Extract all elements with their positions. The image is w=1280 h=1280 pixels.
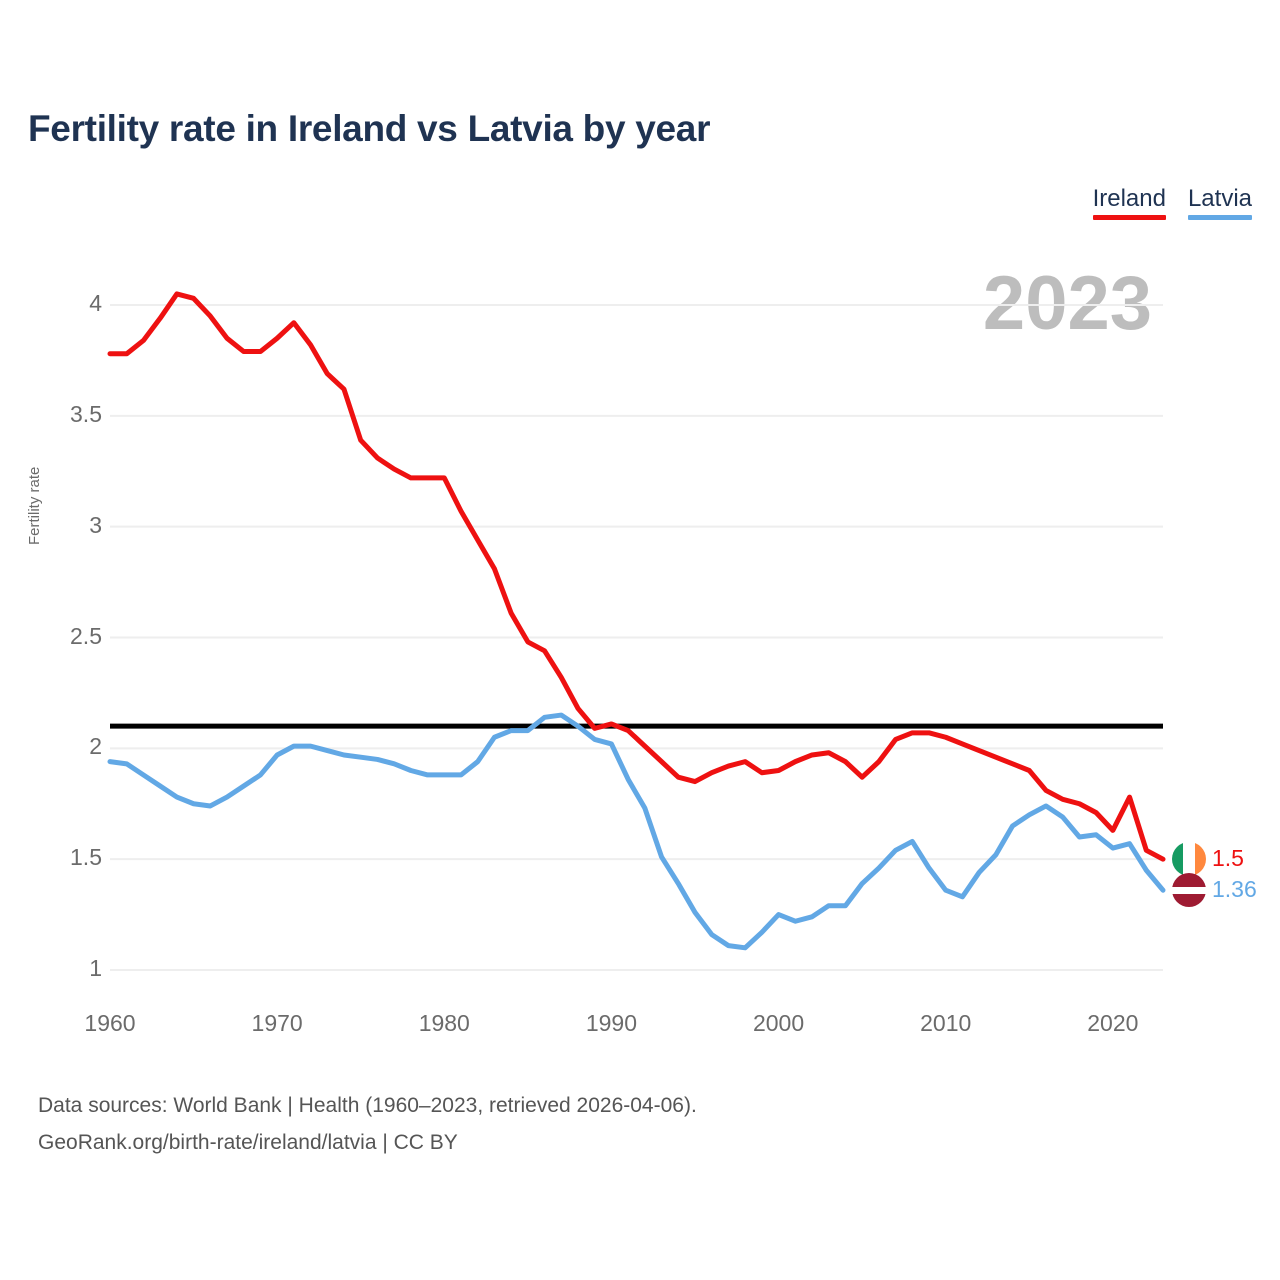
footer-line-1: Data sources: World Bank | Health (1960–…: [38, 1094, 697, 1117]
end-value-ireland: 1.5: [1212, 845, 1244, 872]
watermark-year: 2023: [982, 261, 1152, 346]
y-tick-label-1: 1.5: [70, 844, 102, 871]
flag-bands: [1172, 873, 1206, 908]
flag-band-2: [1172, 893, 1206, 908]
x-tick-label-1: 1970: [251, 1010, 303, 1036]
legend-label-ireland: Ireland: [1092, 185, 1166, 212]
x-tick-label-6: 2020: [1087, 1010, 1139, 1036]
y-tick-label-4: 3: [89, 511, 102, 538]
x-tick-label-0: 1960: [84, 1010, 136, 1036]
legend-swatch-ireland: [1092, 215, 1166, 221]
flag-band-0: [1172, 873, 1206, 887]
line-series-ireland: [107, 291, 1166, 862]
x-tick-label-2: 1980: [418, 1010, 470, 1036]
x-tick-label-3: 1990: [585, 1010, 637, 1036]
line-series-latvia: [107, 712, 1166, 951]
footer-line-2: GeoRank.org/birth-rate/ireland/latvia | …: [38, 1130, 458, 1154]
x-tick-label-5: 2010: [920, 1010, 972, 1036]
legend-item-latvia[interactable]: Latvia: [1187, 185, 1252, 221]
end-value-latvia: 1.36: [1212, 876, 1257, 903]
latvia-flag-icon: [1172, 873, 1206, 908]
y-tick-label-6: 4: [89, 290, 102, 316]
legend-label-latvia: Latvia: [1187, 185, 1252, 212]
legend-item-ireland[interactable]: Ireland: [1092, 185, 1166, 221]
legend: Ireland Latvia: [1092, 185, 1252, 221]
x-tick-label-4: 2000: [752, 1010, 805, 1036]
page-title: Fertility rate in Ireland vs Latvia by y…: [28, 108, 711, 149]
flag-band-0: [1172, 842, 1184, 877]
legend-swatch-latvia: [1187, 215, 1252, 221]
footer: Data sources: World Bank | Health (1960–…: [38, 1088, 697, 1162]
y-tick-label-5: 3.5: [70, 400, 102, 427]
flag-band-2: [1194, 842, 1206, 877]
ireland-flag-icon: [1172, 842, 1206, 877]
y-tick-label-2: 2: [89, 733, 102, 760]
flag-band-1: [1183, 842, 1195, 877]
flag-band-1: [1172, 886, 1206, 894]
y-tick-label-3: 2.5: [70, 622, 102, 649]
y-tick-label-0: 1: [89, 955, 102, 981]
